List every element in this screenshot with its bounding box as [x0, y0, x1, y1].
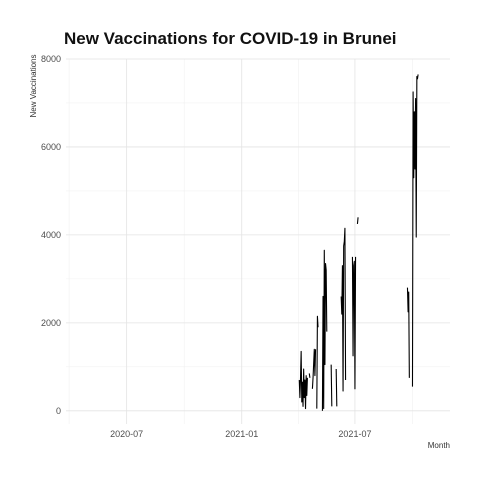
x-tick-label: 2020-07	[110, 429, 143, 439]
series-line	[316, 315, 319, 409]
series-line	[321, 249, 328, 411]
series-line	[311, 348, 317, 389]
y-tick-label: 0	[56, 406, 61, 416]
series-layer	[298, 74, 419, 411]
series-line	[406, 287, 410, 378]
minor-gridlines	[66, 59, 450, 424]
y-tick-label: 4000	[41, 230, 61, 240]
series-line	[351, 256, 357, 390]
y-axis-label: New Vaccinations	[29, 55, 38, 118]
series-line	[308, 373, 311, 378]
y-tick-label: 6000	[41, 142, 61, 152]
series-line	[298, 350, 308, 410]
x-tick-label: 2021-01	[225, 429, 258, 439]
series-line	[330, 364, 333, 407]
y-tick-label: 2000	[41, 318, 61, 328]
tick-labels: 2020-07 2021-01 2021-07 0 2000 4000 6000 8000	[41, 54, 371, 439]
series-line	[340, 227, 347, 392]
major-gridlines	[66, 58, 450, 424]
x-tick-label: 2021-07	[338, 429, 371, 439]
x-axis-label: Month	[428, 441, 450, 450]
series-line	[335, 369, 338, 407]
series-line	[411, 74, 419, 387]
y-tick-label: 8000	[41, 54, 61, 64]
chart-title: New Vaccinations for COVID-19 in Brunei	[64, 29, 397, 48]
series-line	[356, 217, 359, 224]
